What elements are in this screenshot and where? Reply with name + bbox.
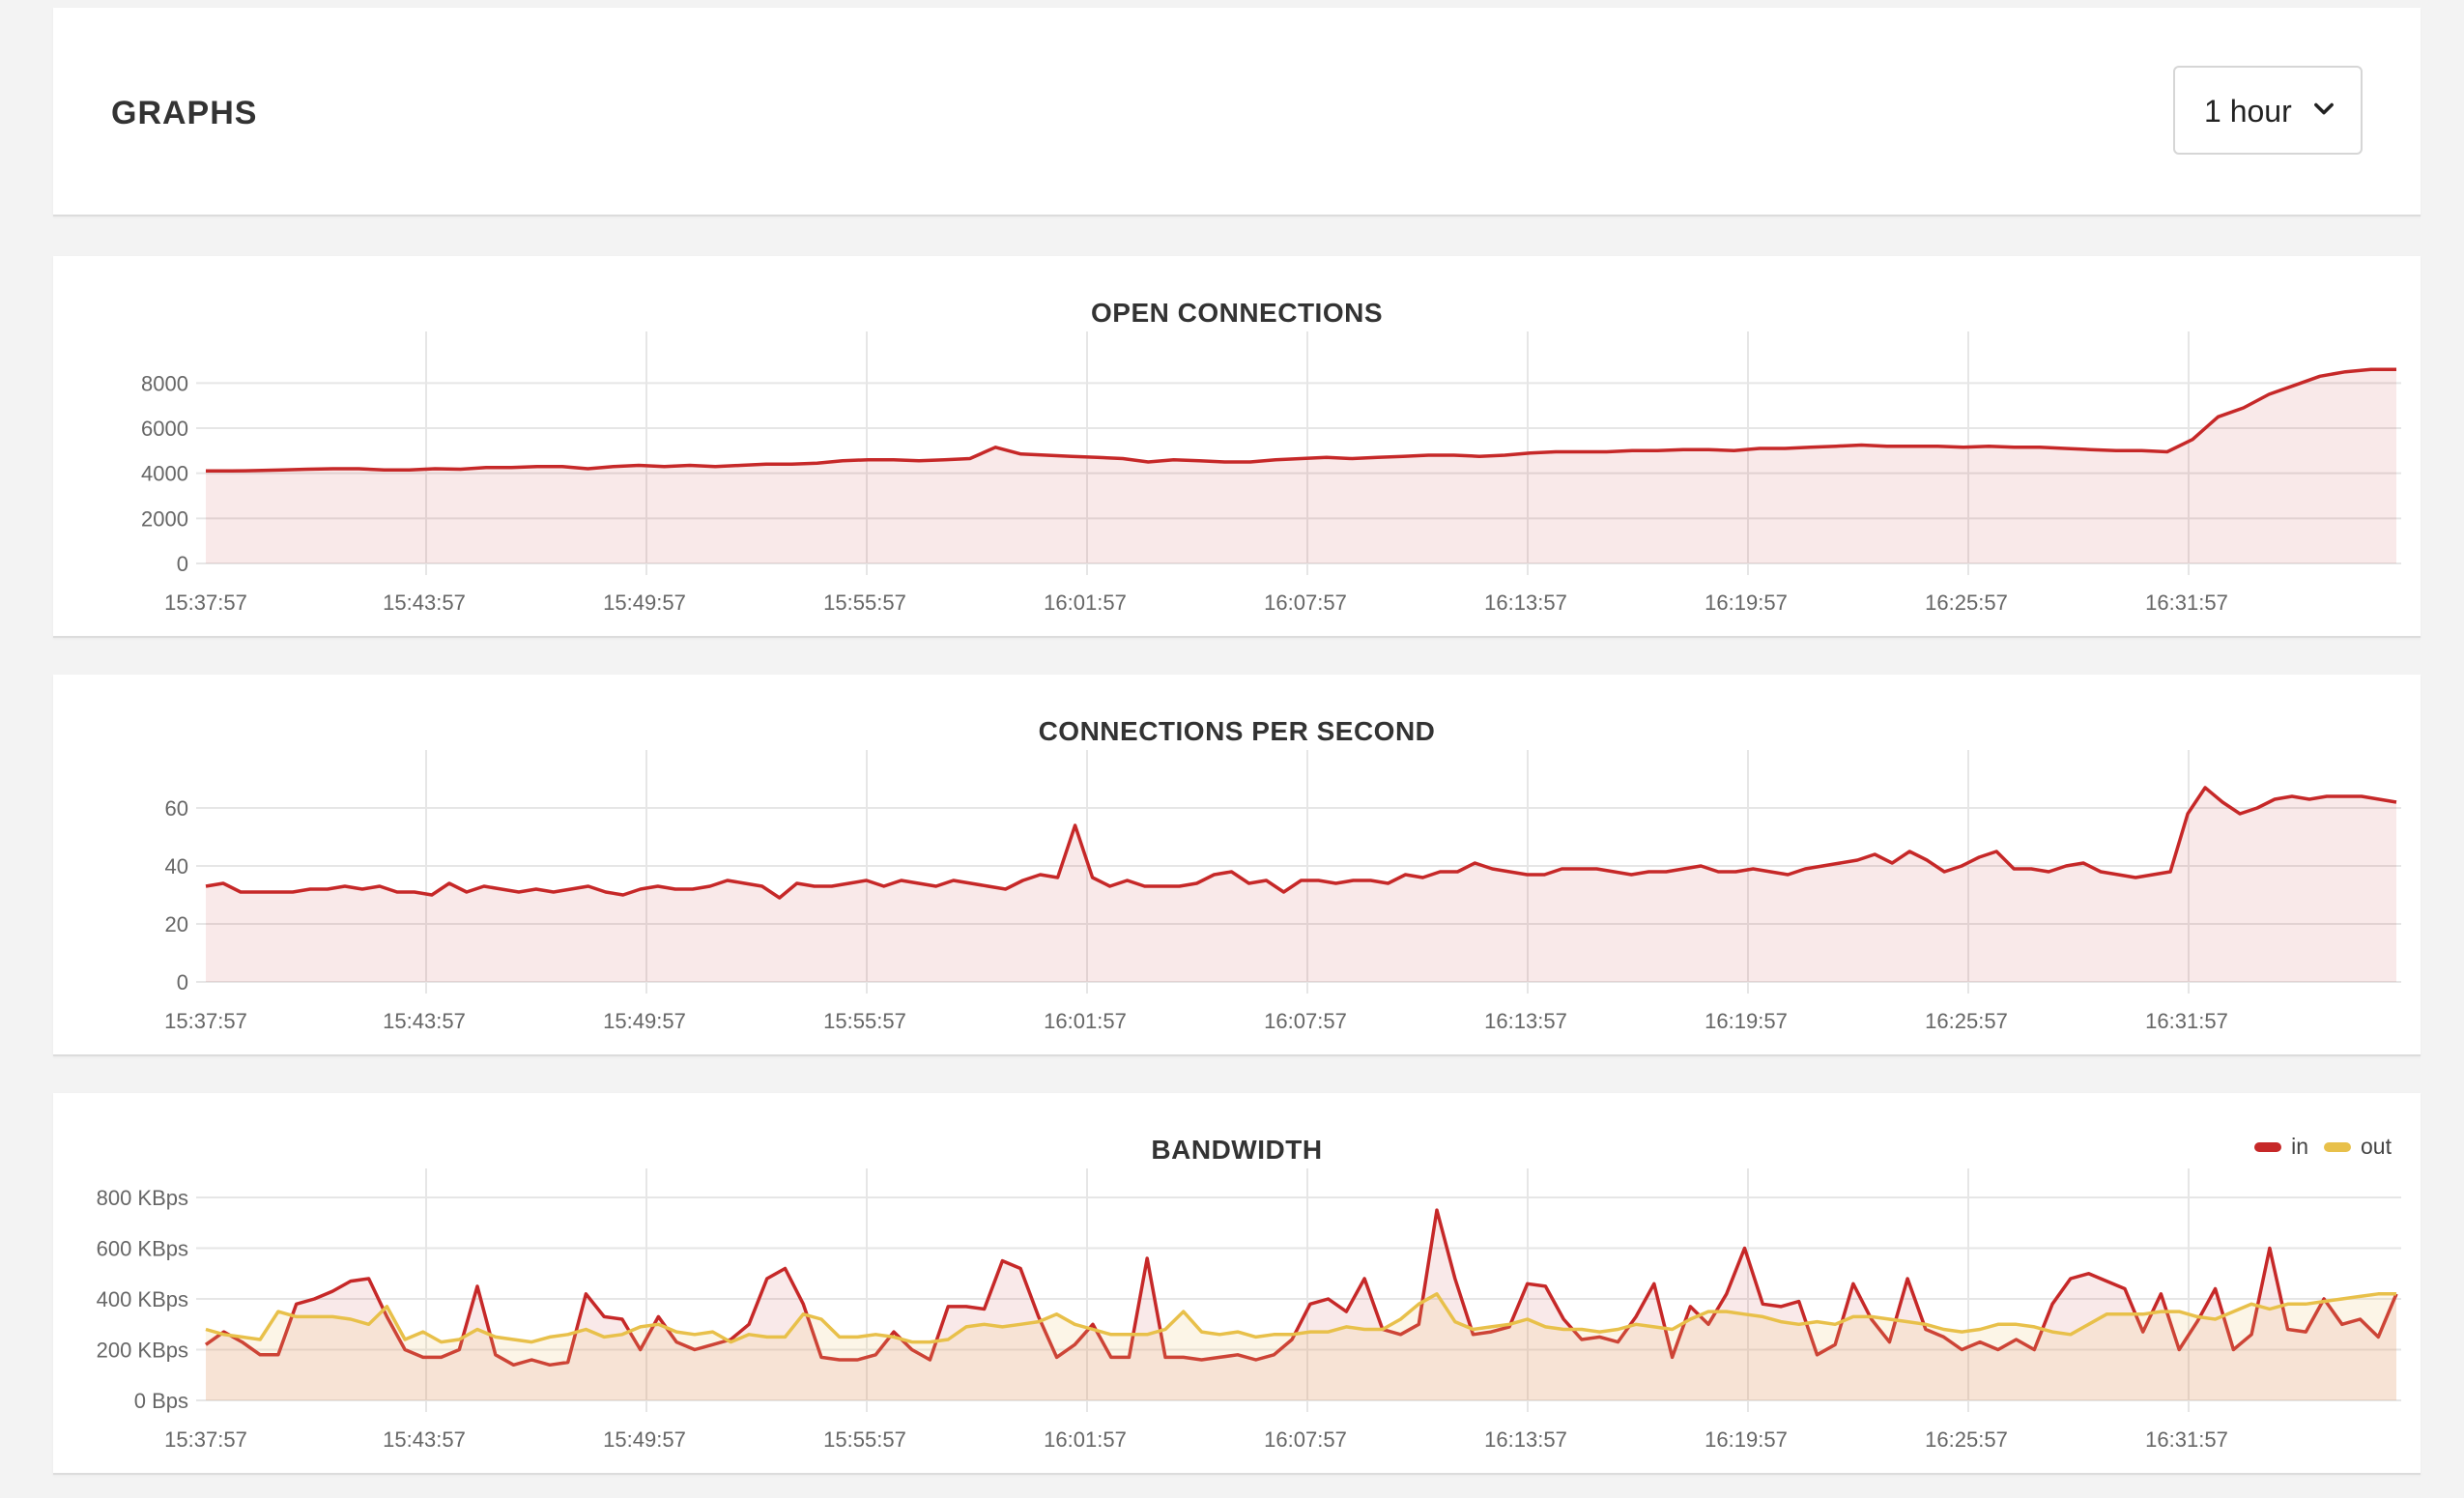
y-tick-label: 400 KBps: [97, 1287, 188, 1311]
x-tick-label: 16:07:57: [1264, 591, 1347, 615]
x-tick-label: 15:55:57: [823, 591, 906, 615]
out-area: [206, 1293, 2396, 1400]
y-tick-label: 800 KBps: [97, 1186, 188, 1210]
connections-per-second-card: CONNECTIONS PER SECOND 0 20 40 60 15:37:57 15…: [53, 675, 2421, 1056]
chevron-down-icon: [2314, 102, 2334, 115]
x-tick-label: 15:49:57: [603, 1009, 686, 1033]
x-tick-label: 15:49:57: [603, 591, 686, 615]
bandwidth-card: BANDWIDTH in out 0 Bps 200 KBps 400 KBps 60…: [53, 1093, 2421, 1475]
x-tick-label: 16:31:57: [2145, 1427, 2228, 1452]
y-tick-label: 60: [165, 796, 188, 821]
y-tick-label: 6000: [141, 417, 188, 441]
x-tick-label: 15:43:57: [383, 591, 466, 615]
x-tick-label: 15:55:57: [823, 1427, 906, 1452]
open-connections-chart: 0 2000 4000 6000 8000 15:37:57 15:43:57 15:49:5…: [141, 331, 2401, 615]
y-tick-label: 40: [165, 854, 188, 879]
x-tick-label: 16:25:57: [1925, 1427, 2008, 1452]
x-tick-label: 16:07:57: [1264, 1427, 1347, 1452]
series-area: [206, 369, 2396, 563]
connections-per-second-chart: 0 20 40 60 15:37:57 15:43:57 15:49:57 15:55:57 1…: [164, 750, 2401, 1033]
series-line: [205, 786, 2397, 900]
x-tick-label: 16:25:57: [1925, 591, 2008, 615]
chart-title: BANDWIDTH: [1151, 1135, 1323, 1165]
x-tick-label: 16:01:57: [1044, 1009, 1127, 1033]
time-range-value: 1 hour: [2204, 94, 2292, 129]
series-line: [206, 367, 2396, 474]
x-tick-label: 15:37:57: [164, 1427, 247, 1452]
x-tick-label: 16:13:57: [1484, 1009, 1567, 1033]
x-tick-label: 15:43:57: [383, 1427, 466, 1452]
x-tick-label: 16:19:57: [1705, 1009, 1788, 1033]
x-tick-label: 16:07:57: [1264, 1009, 1347, 1033]
legend-item-out[interactable]: out: [2324, 1134, 2392, 1160]
x-tick-label: 15:49:57: [603, 1427, 686, 1452]
x-tick-label: 16:19:57: [1705, 591, 1788, 615]
x-tick-label: 16:31:57: [2145, 1009, 2228, 1033]
x-tick-label: 15:37:57: [164, 1009, 247, 1033]
x-tick-label: 16:01:57: [1044, 591, 1127, 615]
y-tick-label: 2000: [141, 506, 188, 531]
y-tick-label: 200 KBps: [97, 1339, 188, 1363]
legend-item-in[interactable]: in: [2254, 1134, 2308, 1160]
y-tick-label: 8000: [141, 371, 188, 395]
chart-title: OPEN CONNECTIONS: [1090, 298, 1384, 328]
series-area: [206, 788, 2396, 982]
open-connections-card: OPEN CONNECTIONS 0 2000 4000 6000 8000 15:37:…: [53, 256, 2421, 638]
legend-swatch-out: [2324, 1141, 2352, 1152]
legend-label-out: out: [2361, 1134, 2392, 1159]
y-tick-label: 0: [177, 970, 188, 994]
x-tick-label: 15:37:57: [164, 591, 247, 615]
x-tick-label: 16:31:57: [2145, 591, 2228, 615]
y-tick-label: 0 Bps: [134, 1389, 188, 1413]
y-tick-label: 0: [177, 552, 188, 576]
graphs-header: GRAPHS 1 hour: [53, 8, 2421, 216]
out-line: [205, 1292, 2396, 1344]
y-tick-label: 600 KBps: [97, 1237, 188, 1261]
time-range-select[interactable]: 1 hour: [2173, 66, 2363, 155]
y-tick-label: 20: [165, 912, 188, 936]
chart-legend: in out: [2254, 1134, 2392, 1160]
x-tick-label: 16:13:57: [1484, 591, 1567, 615]
x-tick-label: 15:43:57: [383, 1009, 466, 1033]
in-area: [206, 1210, 2396, 1400]
x-tick-label: 16:25:57: [1925, 1009, 2008, 1033]
x-tick-label: 15:55:57: [823, 1009, 906, 1033]
legend-label-in: in: [2291, 1134, 2309, 1159]
legend-swatch-in: [2254, 1141, 2282, 1152]
y-tick-label: 4000: [141, 462, 188, 486]
bandwidth-chart: 0 Bps 200 KBps 400 KBps 600 KBps 800 KBps 15:…: [97, 1168, 2401, 1452]
page-title: GRAPHS: [111, 95, 258, 131]
x-tick-label: 16:01:57: [1044, 1427, 1127, 1452]
in-line: [204, 1208, 2398, 1368]
chart-title: CONNECTIONS PER SECOND: [1038, 716, 1436, 746]
x-tick-label: 16:13:57: [1484, 1427, 1567, 1452]
x-tick-label: 16:19:57: [1705, 1427, 1788, 1452]
